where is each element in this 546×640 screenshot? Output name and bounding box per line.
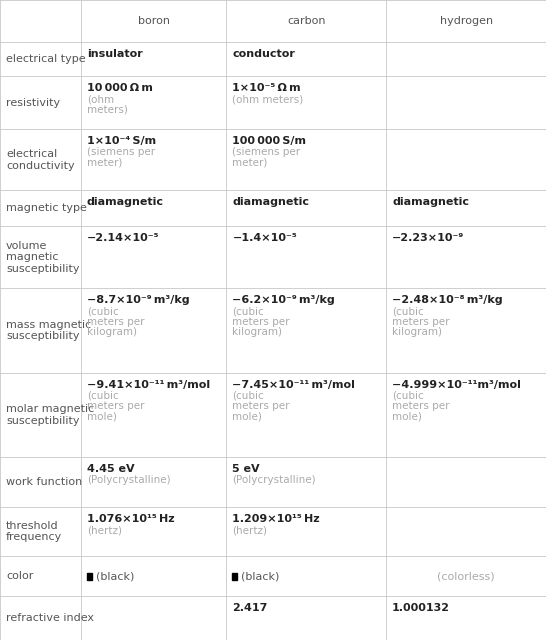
Text: electrical type: electrical type xyxy=(6,54,86,64)
Text: (colorless): (colorless) xyxy=(437,571,495,581)
Text: 1×10⁻⁵ Ω m: 1×10⁻⁵ Ω m xyxy=(233,83,301,93)
Text: −6.2×10⁻⁹ m³/kg: −6.2×10⁻⁹ m³/kg xyxy=(233,296,339,305)
Text: meters per: meters per xyxy=(87,401,144,411)
Text: meters per: meters per xyxy=(392,317,450,327)
Text: diamagnetic: diamagnetic xyxy=(392,197,469,207)
Text: −7.45×10⁻¹¹ m³/mol: −7.45×10⁻¹¹ m³/mol xyxy=(233,380,359,390)
Text: (siemens per: (siemens per xyxy=(233,147,300,157)
Text: 100 000 S/m: 100 000 S/m xyxy=(233,136,306,147)
Text: volume
magnetic
susceptibility: volume magnetic susceptibility xyxy=(6,241,80,274)
Text: mole): mole) xyxy=(87,412,117,421)
Text: meter): meter) xyxy=(87,158,122,168)
Text: 4.45 eV: 4.45 eV xyxy=(87,464,134,474)
Text: refractive index: refractive index xyxy=(6,613,94,623)
Text: (ohm: (ohm xyxy=(87,95,114,104)
Text: kilogram): kilogram) xyxy=(87,327,136,337)
Text: color: color xyxy=(6,571,33,581)
Text: 5 eV: 5 eV xyxy=(233,464,260,474)
Text: carbon: carbon xyxy=(287,16,325,26)
Text: meters per: meters per xyxy=(233,401,290,411)
Text: −2.23×10⁻⁹: −2.23×10⁻⁹ xyxy=(392,233,465,243)
Text: (Polycrystalline): (Polycrystalline) xyxy=(233,475,316,485)
Text: (siemens per: (siemens per xyxy=(87,147,155,157)
Bar xyxy=(233,573,238,580)
Text: meters per: meters per xyxy=(233,317,290,327)
Text: (cubic: (cubic xyxy=(392,390,424,401)
Text: −8.7×10⁻⁹ m³/kg: −8.7×10⁻⁹ m³/kg xyxy=(87,296,193,305)
Text: (black): (black) xyxy=(96,571,134,581)
Text: meters per: meters per xyxy=(87,317,144,327)
Text: (hertz): (hertz) xyxy=(87,525,122,536)
Text: 1×10⁻⁴ S/m: 1×10⁻⁴ S/m xyxy=(87,136,156,147)
Text: mass magnetic
susceptibility: mass magnetic susceptibility xyxy=(6,320,91,341)
Text: (black): (black) xyxy=(241,571,280,581)
Text: kilogram): kilogram) xyxy=(233,327,282,337)
Bar xyxy=(87,573,92,580)
Text: −9.41×10⁻¹¹ m³/mol: −9.41×10⁻¹¹ m³/mol xyxy=(87,380,213,390)
Text: electrical
conductivity: electrical conductivity xyxy=(6,149,75,171)
Text: boron: boron xyxy=(138,16,170,26)
Text: hydrogen: hydrogen xyxy=(440,16,492,26)
Text: −2.14×10⁻⁵: −2.14×10⁻⁵ xyxy=(87,233,159,243)
Text: (cubic: (cubic xyxy=(392,307,424,316)
Text: 2.417: 2.417 xyxy=(233,604,268,613)
Text: diamagnetic: diamagnetic xyxy=(233,197,310,207)
Text: meters): meters) xyxy=(87,105,128,115)
Text: 1.076×10¹⁵ Hz: 1.076×10¹⁵ Hz xyxy=(87,515,174,524)
Text: mole): mole) xyxy=(233,412,262,421)
Text: conductor: conductor xyxy=(233,49,295,59)
Text: (Polycrystalline): (Polycrystalline) xyxy=(87,475,170,485)
Text: resistivity: resistivity xyxy=(6,98,60,108)
Text: meter): meter) xyxy=(233,158,268,168)
Text: −2.48×10⁻⁸ m³/kg: −2.48×10⁻⁸ m³/kg xyxy=(392,296,507,305)
Text: 1.209×10¹⁵ Hz: 1.209×10¹⁵ Hz xyxy=(233,515,320,524)
Text: 1.000132: 1.000132 xyxy=(392,604,450,613)
Text: (hertz): (hertz) xyxy=(233,525,268,536)
Text: 10 000 Ω m: 10 000 Ω m xyxy=(87,83,157,93)
Text: −1.4×10⁻⁵: −1.4×10⁻⁵ xyxy=(233,233,297,243)
Text: −4.999×10⁻¹¹m³/mol: −4.999×10⁻¹¹m³/mol xyxy=(392,380,525,390)
Text: diamagnetic: diamagnetic xyxy=(87,197,164,207)
Text: work function: work function xyxy=(6,477,82,487)
Text: (cubic: (cubic xyxy=(233,307,264,316)
Text: meters per: meters per xyxy=(392,401,450,411)
Text: mole): mole) xyxy=(392,412,422,421)
Text: (cubic: (cubic xyxy=(233,390,264,401)
Text: (ohm meters): (ohm meters) xyxy=(233,95,304,104)
Text: kilogram): kilogram) xyxy=(392,327,442,337)
Text: insulator: insulator xyxy=(87,49,143,59)
Text: molar magnetic
susceptibility: molar magnetic susceptibility xyxy=(6,404,94,426)
Text: (cubic: (cubic xyxy=(87,390,118,401)
Text: (cubic: (cubic xyxy=(87,307,118,316)
Text: magnetic type: magnetic type xyxy=(6,203,87,213)
Text: threshold
frequency: threshold frequency xyxy=(6,521,62,543)
